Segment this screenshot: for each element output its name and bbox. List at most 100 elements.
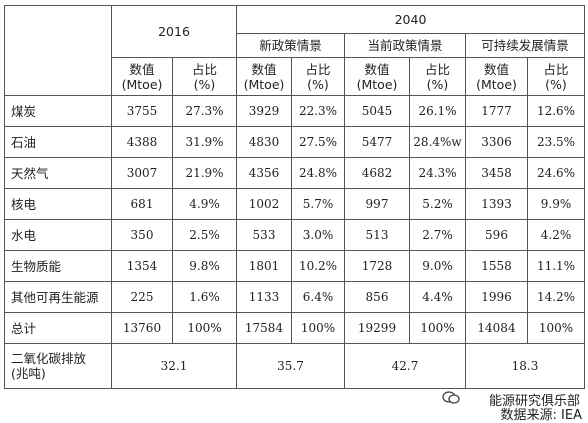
value-cell-text: 1354 xyxy=(126,258,158,273)
share-cell: 5.7% xyxy=(291,188,345,220)
scenario-row: 新政策情景 当前政策情景 可持续发展情景 xyxy=(5,33,585,58)
value-cell: 3007 xyxy=(111,157,173,189)
share-cell-text: 100% xyxy=(420,320,455,335)
value-header-text: (Mtoe) xyxy=(243,76,285,92)
value-cell-text: 4388 xyxy=(126,134,158,149)
year-header-text: 2016 xyxy=(158,24,190,39)
value-cell-text: 14084 xyxy=(477,320,516,335)
share-cell: 6.4% xyxy=(291,281,345,313)
share-cell-text: 4.2% xyxy=(540,227,572,242)
share-cell-text: 14.2% xyxy=(536,289,576,304)
value-cell: 1777 xyxy=(465,95,528,127)
share-cell: 100% xyxy=(172,312,237,344)
value-cell-text: 4830 xyxy=(248,134,280,149)
share-cell: 100% xyxy=(527,312,585,344)
share-cell-text: 4.9% xyxy=(189,196,220,211)
value-cell: 4830 xyxy=(236,126,292,158)
share-header-text: (%) xyxy=(426,76,449,92)
value-header-text: (Mtoe) xyxy=(476,76,517,92)
value-cell: 1558 xyxy=(465,250,528,282)
value-cell: 4388 xyxy=(111,126,173,158)
emission-cell-text: 35.7 xyxy=(277,358,304,373)
value-cell: 14084 xyxy=(465,312,528,344)
value-cell: 3755 xyxy=(111,95,173,127)
row-label: 二氧化碳排放 (兆吨) xyxy=(4,343,112,389)
share-cell-text: 5.7% xyxy=(302,196,334,211)
share-header-text: 占比 xyxy=(305,61,331,77)
share-cell-text: 24.6% xyxy=(536,165,576,180)
value-cell: 19299 xyxy=(344,312,410,344)
share-cell-text: 2.5% xyxy=(189,227,220,242)
value-cell-text: 1002 xyxy=(248,196,280,211)
share-cell: 4.2% xyxy=(527,219,585,251)
value-cell-text: 225 xyxy=(130,289,154,304)
data-row: 天然气 3007 21.9% 4356 24.8% 4682 24.3% 3458 24.6% xyxy=(4,157,585,189)
share-cell: 24.3% xyxy=(409,157,466,189)
share-cell-text: 1.6% xyxy=(189,289,220,304)
share-header: 占比 (%) xyxy=(291,57,345,96)
share-cell: 100% xyxy=(291,312,345,344)
unit-row: 数值 (Mtoe) 占比 (%) 数值 (Mtoe) 占比 (%) 数值 (Mtoe) 占比 (%) 数… xyxy=(5,57,585,96)
value-cell-text: 533 xyxy=(252,227,276,242)
share-cell: 27.5% xyxy=(291,126,345,158)
row-label-text: 石油 xyxy=(11,134,37,150)
source: 数据来源: IEA xyxy=(500,408,582,423)
row-label-text: 煤炭 xyxy=(11,103,37,119)
scenario-header: 新政策情景 xyxy=(236,33,345,58)
emission-cell: 42.7 xyxy=(344,343,466,389)
value-cell-text: 681 xyxy=(130,196,154,211)
row-label: 石油 xyxy=(4,126,112,158)
value-cell-text: 596 xyxy=(485,227,508,242)
energy-table: 2016 2040 新政策情景 当前政策情景 可持续发展情景 数值 (Mtoe) 占比 (%) 数… xyxy=(4,5,585,389)
row-label: 总计 xyxy=(4,312,112,344)
share-cell: 9.8% xyxy=(172,250,237,282)
row-label-text: 总计 xyxy=(11,320,37,336)
value-cell: 681 xyxy=(111,188,173,220)
emission-row: 二氧化碳排放 (兆吨) 32.1 35.7 42.7 18.3 xyxy=(4,343,585,389)
emission-cell-text: 18.3 xyxy=(511,358,539,373)
value-header: 数值 (Mtoe) xyxy=(236,57,292,96)
value-header-text: 数值 xyxy=(364,61,390,77)
share-cell: 3.0% xyxy=(291,219,345,251)
share-cell: 31.9% xyxy=(172,126,237,158)
share-cell: 22.3% xyxy=(291,95,345,127)
share-cell-text: 12.6% xyxy=(536,103,576,118)
value-cell: 1354 xyxy=(111,250,173,282)
value-header-text: 数值 xyxy=(251,61,277,77)
share-cell: 28.4%w xyxy=(409,126,466,158)
value-cell: 3929 xyxy=(236,95,292,127)
value-cell-text: 1393 xyxy=(481,196,512,211)
share-cell: 27.3% xyxy=(172,95,237,127)
value-cell-text: 4356 xyxy=(248,165,280,180)
share-cell: 2.5% xyxy=(172,219,237,251)
value-cell-text: 1558 xyxy=(481,258,512,273)
value-cell: 17584 xyxy=(236,312,292,344)
row-label: 其他可再生能源 xyxy=(4,281,112,313)
value-cell-text: 1728 xyxy=(361,258,393,273)
value-cell-text: 3007 xyxy=(126,165,158,180)
value-cell: 5045 xyxy=(344,95,410,127)
value-cell: 3306 xyxy=(465,126,528,158)
share-cell: 9.0% xyxy=(409,250,466,282)
value-cell: 856 xyxy=(344,281,410,313)
share-cell: 1.6% xyxy=(172,281,237,313)
share-cell-text: 22.3% xyxy=(298,103,338,118)
share-cell-text: 9.0% xyxy=(422,258,453,273)
value-cell: 225 xyxy=(111,281,173,313)
share-header: 占比 (%) xyxy=(409,57,466,96)
brand: 能源研究俱乐部 xyxy=(488,394,580,409)
share-cell: 5.2% xyxy=(409,188,466,220)
value-cell-text: 1996 xyxy=(481,289,512,304)
share-cell-text: 28.4%w xyxy=(413,134,462,149)
value-cell-text: 19299 xyxy=(357,320,397,335)
value-cell-text: 350 xyxy=(130,227,154,242)
data-row: 生物质能 1354 9.8% 1801 10.2% 1728 9.0% 1558 11.1% xyxy=(4,250,585,282)
row-label-text: 天然气 xyxy=(11,165,49,181)
share-cell: 24.6% xyxy=(527,157,585,189)
value-header-text: (Mtoe) xyxy=(356,76,398,92)
value-cell-text: 4682 xyxy=(361,165,393,180)
emission-cell: 32.1 xyxy=(111,343,237,389)
value-cell: 1002 xyxy=(236,188,292,220)
share-cell-text: 6.4% xyxy=(302,289,334,304)
